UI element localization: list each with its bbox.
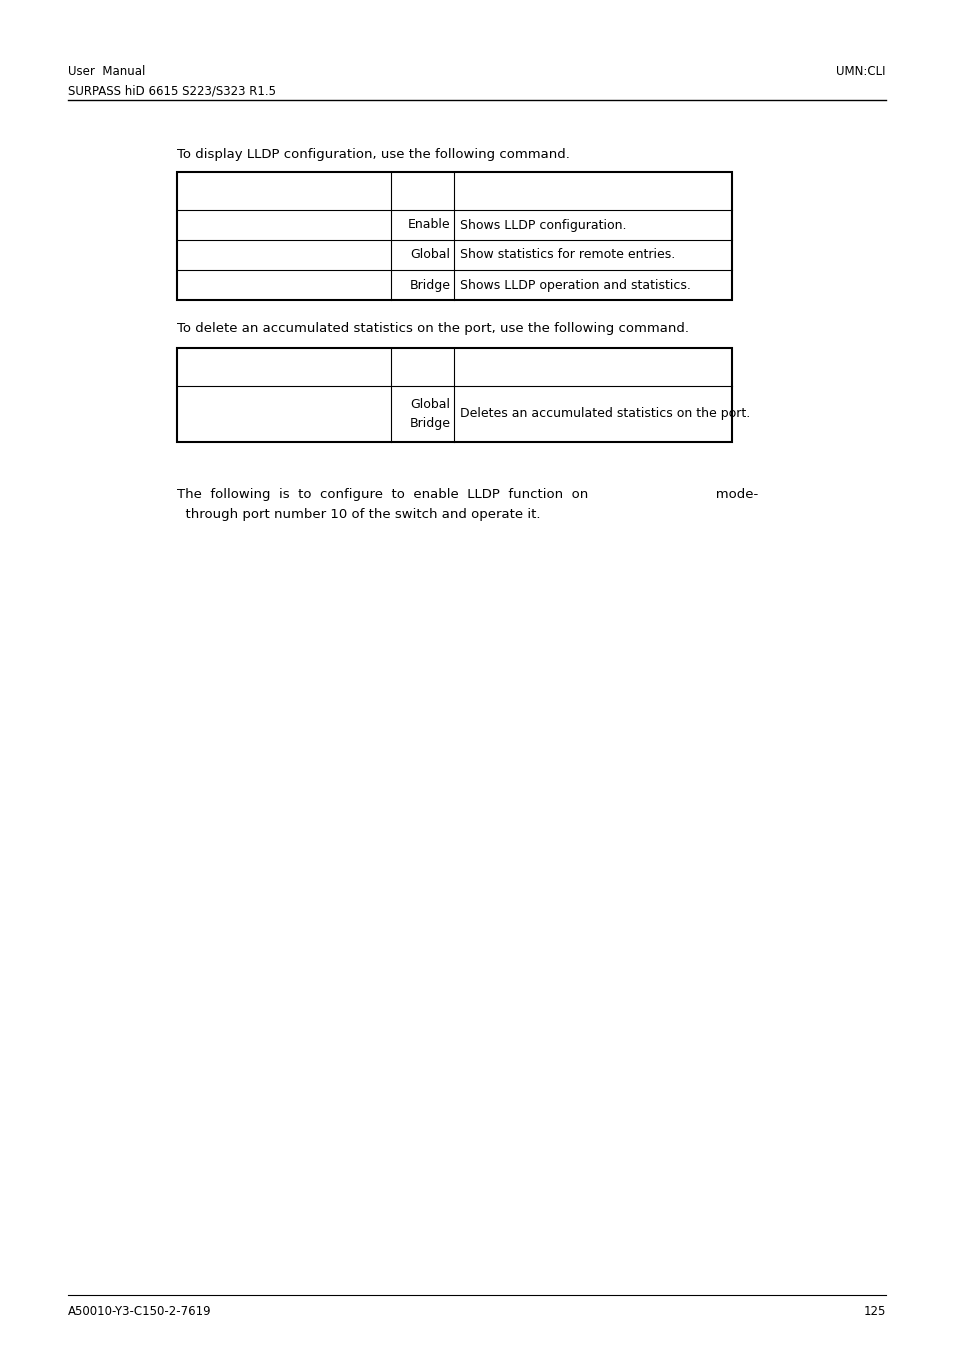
- Text: A50010-Y3-C150-2-7619: A50010-Y3-C150-2-7619: [68, 1305, 212, 1318]
- Text: 125: 125: [862, 1305, 885, 1318]
- Text: To display LLDP configuration, use the following command.: To display LLDP configuration, use the f…: [177, 148, 569, 161]
- Text: Shows LLDP operation and statistics.: Shows LLDP operation and statistics.: [460, 278, 691, 292]
- Text: Global: Global: [410, 248, 450, 262]
- Bar: [177, 348, 731, 441]
- Text: Bridge: Bridge: [409, 278, 450, 292]
- Text: User  Manual
SURPASS hiD 6615 S223/S323 R1.5: User Manual SURPASS hiD 6615 S223/S323 R…: [68, 65, 275, 97]
- Text: Global
Bridge: Global Bridge: [409, 398, 450, 429]
- Bar: [177, 171, 731, 300]
- Text: Enable: Enable: [408, 219, 450, 231]
- Text: Shows LLDP configuration.: Shows LLDP configuration.: [460, 219, 626, 231]
- Text: through port number 10 of the switch and operate it.: through port number 10 of the switch and…: [177, 508, 540, 521]
- Text: Deletes an accumulated statistics on the port.: Deletes an accumulated statistics on the…: [460, 408, 750, 420]
- Text: UMN:CLI: UMN:CLI: [836, 65, 885, 78]
- Text: To delete an accumulated statistics on the port, use the following command.: To delete an accumulated statistics on t…: [177, 323, 688, 335]
- Text: The  following  is  to  configure  to  enable  LLDP  function  on               : The following is to configure to enable …: [177, 487, 758, 501]
- Text: Show statistics for remote entries.: Show statistics for remote entries.: [460, 248, 675, 262]
